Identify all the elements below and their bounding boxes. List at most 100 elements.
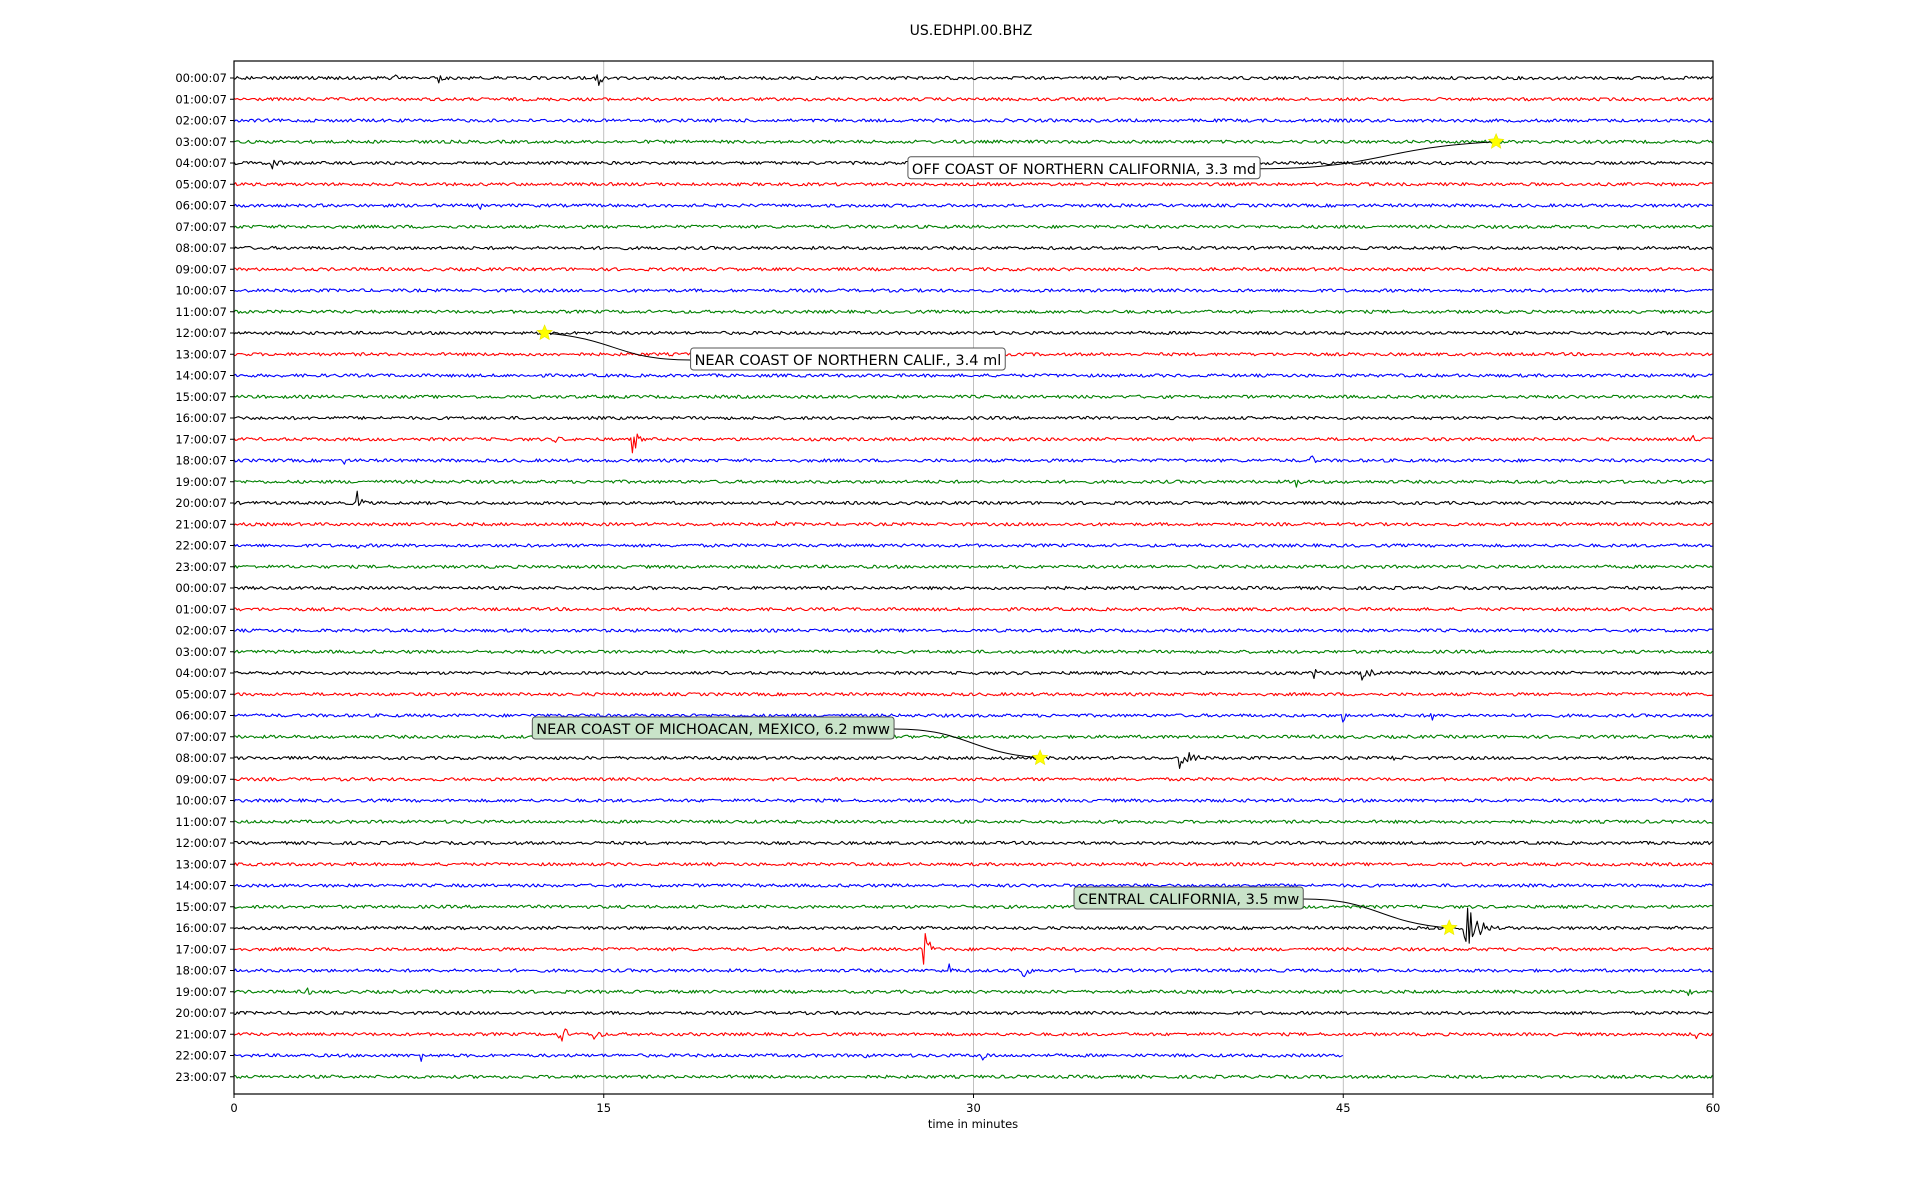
row-time-label: 00:00:07 bbox=[175, 71, 227, 85]
event-connector bbox=[1260, 141, 1497, 170]
event-label: NEAR COAST OF MICHOACAN, MEXICO, 6.2 mww bbox=[536, 722, 890, 738]
trace-line bbox=[233, 543, 1713, 549]
trace-line bbox=[234, 819, 1713, 824]
event-connector bbox=[1303, 898, 1450, 929]
chart-title: US.EDHPI.00.BHZ bbox=[910, 23, 1033, 39]
trace-line bbox=[233, 97, 1713, 102]
trace-line bbox=[233, 649, 1713, 654]
trace-line bbox=[233, 203, 1713, 210]
row-time-label: 05:00:07 bbox=[175, 177, 227, 191]
event-label-box bbox=[690, 347, 1006, 371]
trace-line bbox=[233, 433, 1713, 454]
event-annotation: OFF COAST OF NORTHERN CALIFORNIA, 3.3 md bbox=[907, 133, 1505, 180]
trace-line bbox=[233, 394, 1713, 399]
row-time-label: 17:00:07 bbox=[175, 432, 227, 446]
trace-line bbox=[233, 245, 1713, 251]
trace-line bbox=[233, 118, 1713, 123]
row-time-label: 16:00:07 bbox=[175, 921, 227, 935]
trace-line bbox=[233, 963, 1713, 978]
trace-line bbox=[233, 520, 1713, 527]
row-time-label: 22:00:07 bbox=[175, 539, 227, 553]
row-time-label: 10:00:07 bbox=[175, 284, 227, 298]
row-time-label: 14:00:07 bbox=[175, 879, 227, 893]
grid-lines bbox=[603, 61, 1344, 1094]
trace-line bbox=[233, 628, 1713, 633]
x-tick-label: 0 bbox=[230, 1101, 237, 1115]
event-annotation: CENTRAL CALIFORNIA, 3.5 mw bbox=[1073, 886, 1458, 936]
row-time-label: 23:00:07 bbox=[175, 1070, 227, 1084]
row-time-label: 04:00:07 bbox=[175, 666, 227, 680]
x-axis-ticks: 0 15 30 45 60 bbox=[230, 1094, 1720, 1115]
row-time-label: 18:00:07 bbox=[175, 454, 227, 468]
trace-line bbox=[233, 309, 1713, 314]
event-connector bbox=[544, 332, 691, 361]
row-time-label: 06:00:07 bbox=[175, 709, 227, 723]
row-time-label: 15:00:07 bbox=[175, 390, 227, 404]
trace-line bbox=[233, 139, 1713, 144]
trace-line bbox=[233, 692, 1713, 697]
row-time-labels: 00:00:07 01:00:07 02:00:07 03:00:07 04:00:07… bbox=[175, 71, 234, 1084]
trace-line bbox=[233, 607, 1713, 612]
row-time-label: 12:00:07 bbox=[175, 836, 227, 850]
row-time-label: 23:00:07 bbox=[175, 560, 227, 574]
traces bbox=[233, 74, 1713, 1079]
row-time-label: 12:00:07 bbox=[175, 326, 227, 340]
row-time-label: 20:00:07 bbox=[175, 496, 227, 510]
row-time-label: 05:00:07 bbox=[175, 687, 227, 701]
trace-line bbox=[233, 564, 1713, 569]
event-star-marker bbox=[1440, 919, 1458, 936]
row-time-label: 15:00:07 bbox=[175, 900, 227, 914]
row-time-label: 07:00:07 bbox=[175, 220, 227, 234]
row-time-label: 09:00:07 bbox=[175, 772, 227, 786]
event-label: CENTRAL CALIFORNIA, 3.5 mw bbox=[1078, 892, 1299, 908]
trace-line bbox=[233, 267, 1713, 272]
event-star-marker bbox=[1487, 133, 1505, 149]
trace-line bbox=[233, 798, 1713, 803]
trace-line bbox=[233, 713, 1713, 723]
x-tick-label: 60 bbox=[1706, 1101, 1721, 1115]
trace-line bbox=[233, 668, 1713, 681]
row-time-label: 07:00:07 bbox=[175, 730, 227, 744]
trace-line bbox=[233, 330, 1713, 336]
event-label: OFF COAST OF NORTHERN CALIFORNIA, 3.3 md bbox=[912, 162, 1256, 178]
row-time-label: 11:00:07 bbox=[175, 815, 227, 829]
x-tick-label: 30 bbox=[966, 1101, 981, 1115]
trace-line bbox=[233, 415, 1713, 421]
row-time-label: 06:00:07 bbox=[175, 199, 227, 213]
row-time-label: 09:00:07 bbox=[175, 262, 227, 276]
trace-line bbox=[233, 883, 1713, 888]
row-time-label: 20:00:07 bbox=[175, 1006, 227, 1020]
trace-line bbox=[233, 933, 1713, 965]
trace-line bbox=[233, 987, 1713, 997]
event-label-box bbox=[907, 156, 1261, 180]
trace-line bbox=[233, 182, 1713, 187]
x-tick-label: 45 bbox=[1336, 1101, 1351, 1115]
row-time-label: 08:00:07 bbox=[175, 241, 227, 255]
row-time-label: 19:00:07 bbox=[175, 985, 227, 999]
trace-line bbox=[233, 777, 1713, 782]
trace-line bbox=[233, 752, 1713, 769]
trace-line bbox=[233, 373, 1713, 378]
row-time-label: 21:00:07 bbox=[175, 1027, 227, 1041]
row-time-label: 13:00:07 bbox=[175, 347, 227, 361]
trace-line bbox=[233, 1028, 1713, 1042]
trace-line bbox=[233, 904, 1713, 909]
x-tick-label: 15 bbox=[596, 1101, 611, 1115]
trace-line bbox=[233, 455, 1713, 465]
row-time-label: 02:00:07 bbox=[175, 114, 227, 128]
trace-line bbox=[233, 585, 1713, 591]
row-time-label: 04:00:07 bbox=[175, 156, 227, 170]
row-time-label: 17:00:07 bbox=[175, 942, 227, 956]
event-connector bbox=[894, 728, 1041, 759]
trace-line bbox=[233, 1053, 1344, 1062]
row-time-label: 21:00:07 bbox=[175, 517, 227, 531]
trace-line bbox=[233, 1010, 1713, 1016]
x-axis-label: time in minutes bbox=[928, 1117, 1018, 1131]
row-time-label: 10:00:07 bbox=[175, 794, 227, 808]
event-annotation: NEAR COAST OF NORTHERN CALIF., 3.4 ml bbox=[536, 324, 1006, 371]
row-time-label: 03:00:07 bbox=[175, 135, 227, 149]
row-time-label: 14:00:07 bbox=[175, 369, 227, 383]
row-time-label: 01:00:07 bbox=[175, 92, 227, 106]
trace-line bbox=[233, 862, 1713, 867]
